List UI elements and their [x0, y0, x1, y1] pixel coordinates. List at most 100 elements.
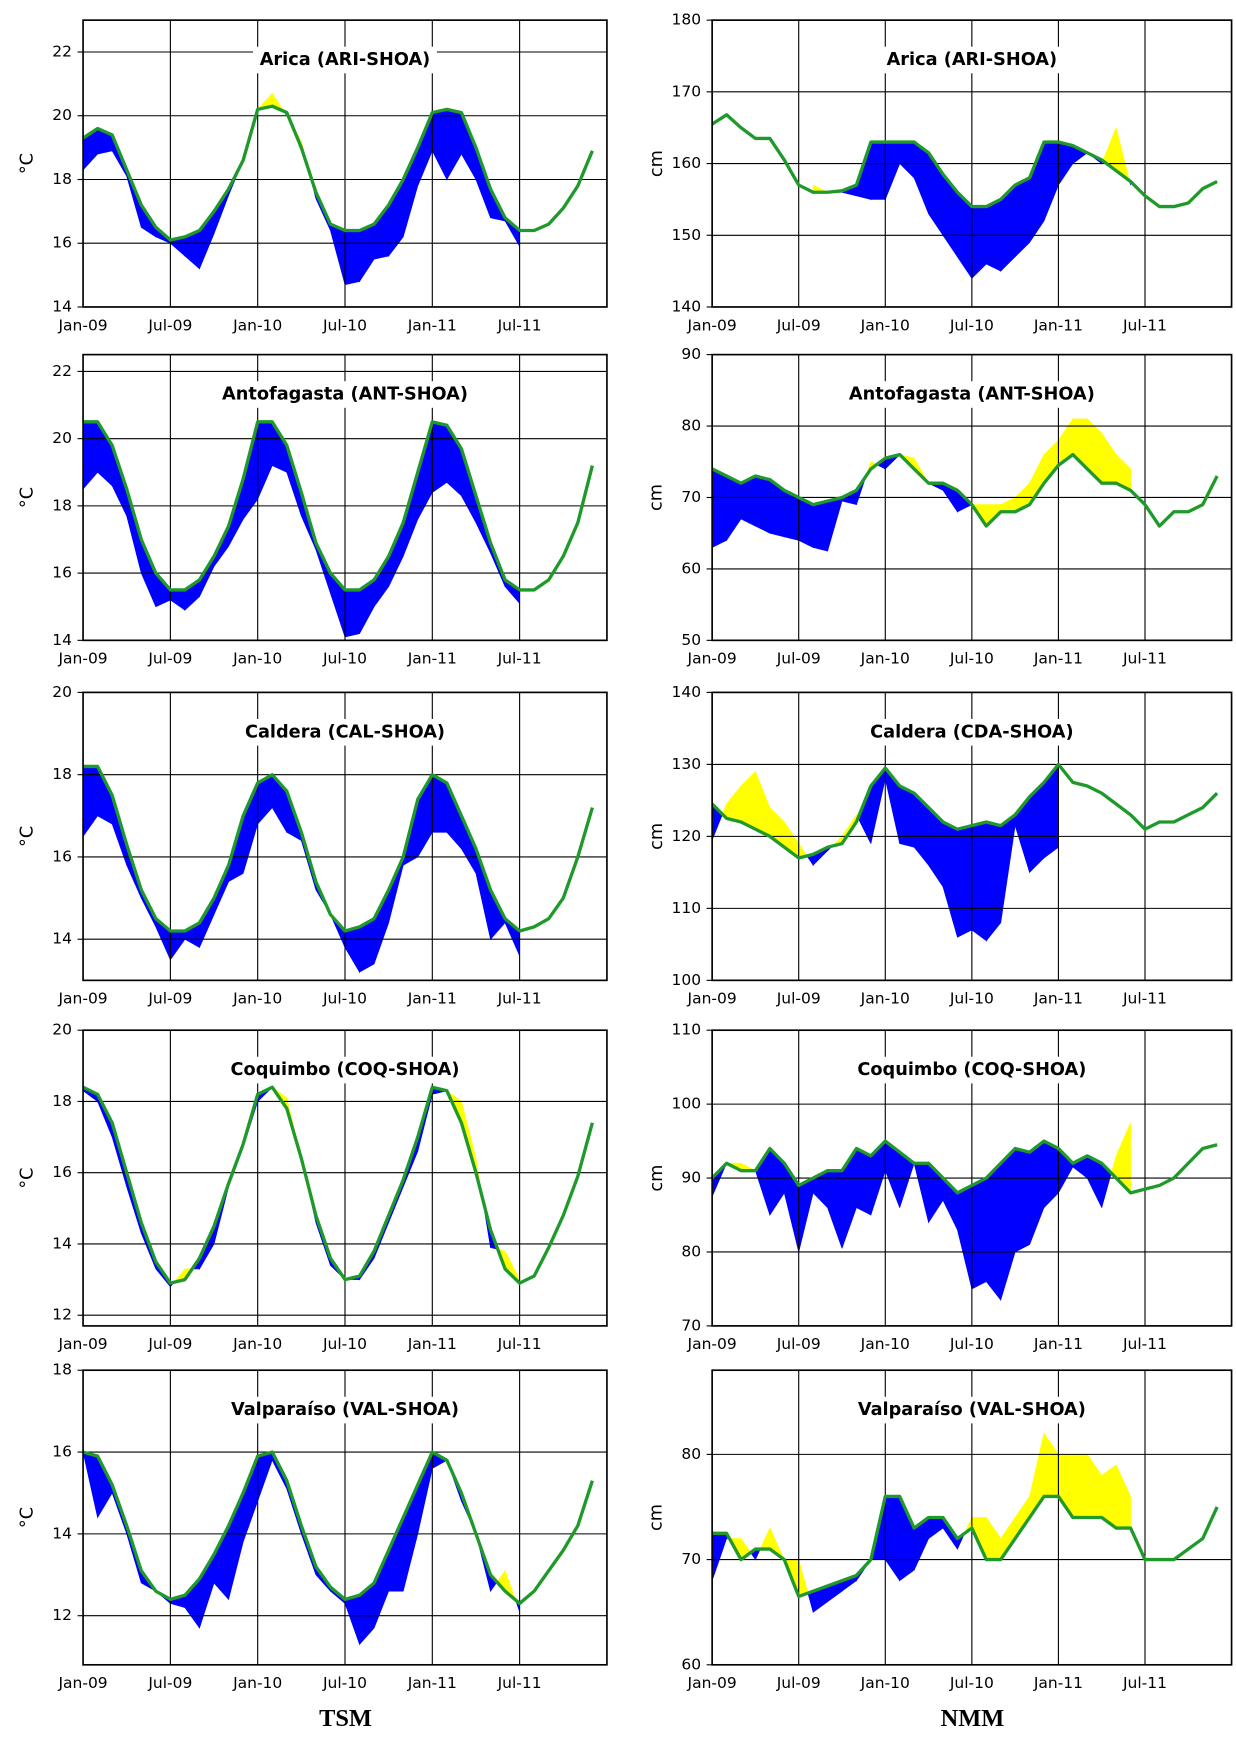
x-tick-label: Jul-10 [322, 990, 367, 1008]
chart-title: Antofagasta (ANT-SHOA) [849, 384, 1095, 404]
x-tick-label: Jan-10 [860, 990, 910, 1008]
chart-title: Coquimbo (COQ-SHOA) [231, 1060, 460, 1080]
plot-frame [82, 19, 608, 308]
y-tick-label: 14 [52, 1234, 72, 1252]
anomaly-area [1072, 1454, 1088, 1518]
title-background [879, 46, 1064, 74]
x-tick-label: Jan-09 [57, 650, 107, 668]
y-tick-label: 18 [52, 496, 72, 514]
x-tick-label: Jan-11 [1033, 316, 1083, 334]
anomaly-area [812, 500, 828, 552]
climatology-line [82, 1085, 594, 1285]
y-tick-label: 100 [671, 1095, 701, 1113]
plot-frame [711, 19, 1233, 308]
y-tick-label: 20 [52, 106, 72, 124]
x-tick-label: Jul-09 [147, 1674, 192, 1692]
climatology-line [83, 764, 594, 933]
y-tick-label: 140 [671, 683, 701, 701]
y-tick-label: 16 [52, 1163, 72, 1181]
y-tick-label: 60 [681, 1655, 701, 1673]
anomaly-area [431, 421, 448, 494]
y-tick-label: 80 [681, 1445, 701, 1463]
title-background [863, 718, 1081, 746]
y-axis-label: cm [647, 1165, 667, 1192]
y-tick-label: 16 [52, 564, 72, 582]
y-tick-label: 70 [681, 1550, 701, 1568]
chart-title: Caldera (CAL-SHOA) [245, 722, 445, 742]
x-tick-label: Jul-11 [1122, 1674, 1167, 1692]
plot-frame [711, 1369, 1233, 1666]
chart-title: Arica (ARI-SHOA) [887, 50, 1058, 70]
climatology-line [712, 1494, 1219, 1599]
chart-title: Antofagasta (ANT-SHOA) [222, 384, 468, 404]
x-tick-label: Jul-09 [776, 650, 821, 668]
y-tick-label: 16 [52, 847, 72, 865]
y-tick-label: 120 [671, 827, 701, 845]
y-tick-label: 100 [671, 971, 701, 989]
x-tick-label: Jan-10 [232, 990, 282, 1008]
x-tick-label: Jan-09 [687, 1335, 737, 1353]
x-tick-label: Jul-10 [949, 316, 994, 334]
y-tick-label: 14 [52, 297, 72, 315]
anomaly-area [755, 475, 771, 534]
x-tick-label: Jul-11 [497, 990, 542, 1008]
title-background [851, 1396, 1093, 1424]
y-tick-label: 18 [52, 170, 72, 188]
climatology-line [82, 1450, 594, 1606]
x-tick-label: Jul-11 [497, 1674, 542, 1692]
title-background [223, 1056, 467, 1084]
x-tick-label: Jan-10 [232, 316, 282, 334]
y-tick-label: 180 [671, 11, 701, 29]
y-axis-label: °C [18, 487, 38, 508]
x-tick-label: Jul-11 [1122, 316, 1167, 334]
x-tick-label: Jul-10 [322, 1674, 367, 1692]
anomaly-area [344, 230, 360, 286]
x-tick-label: Jul-10 [949, 1335, 994, 1353]
x-tick-label: Jan-11 [1033, 650, 1083, 668]
y-tick-label: 18 [52, 1361, 72, 1379]
x-tick-label: Jul-09 [776, 1674, 821, 1692]
y-tick-label: 110 [671, 1021, 701, 1039]
x-tick-label: Jan-11 [407, 650, 457, 668]
y-tick-label: 110 [671, 899, 701, 917]
anomaly-area [1014, 177, 1030, 258]
chart-title: Arica (ARI-SHOA) [260, 50, 431, 70]
y-tick-label: 12 [52, 1606, 72, 1624]
x-tick-label: Jan-10 [860, 316, 910, 334]
x-tick-label: Jan-11 [1033, 1335, 1083, 1353]
anomaly-area [870, 141, 886, 200]
y-tick-label: 16 [52, 234, 72, 252]
x-tick-label: Jul-10 [949, 1674, 994, 1692]
x-tick-label: Jul-11 [1122, 1335, 1167, 1353]
climatology-line [710, 1139, 1218, 1195]
title-background [253, 46, 437, 74]
x-tick-label: Jan-11 [1033, 1674, 1083, 1692]
y-tick-label: 130 [671, 755, 701, 773]
x-tick-label: Jan-10 [232, 1335, 282, 1353]
column-label: TSM [319, 1705, 372, 1732]
x-tick-label: Jul-09 [776, 316, 821, 334]
x-tick-label: Jan-09 [57, 1335, 107, 1353]
title-background [850, 1056, 1093, 1084]
y-tick-label: 50 [681, 631, 701, 649]
y-tick-label: 22 [52, 362, 72, 380]
x-tick-label: Jul-11 [497, 316, 542, 334]
anomaly-area [971, 821, 987, 942]
chart-title: Valparaíso (VAL-SHOA) [858, 1400, 1086, 1420]
plot-frame [711, 691, 1233, 982]
anomaly-area [985, 821, 1002, 942]
x-tick-label: Jul-10 [949, 990, 994, 1008]
title-background [842, 381, 1102, 408]
x-tick-label: Jan-09 [57, 1674, 107, 1692]
plot-frame [711, 1029, 1233, 1327]
climatology-line [83, 420, 594, 592]
y-tick-label: 14 [52, 631, 72, 649]
title-background [238, 718, 452, 746]
y-axis-label: cm [647, 823, 667, 850]
anomaly-area [856, 1147, 872, 1216]
y-tick-label: 12 [52, 1306, 72, 1324]
anomaly-area [711, 468, 727, 549]
y-axis-label: °C [18, 826, 38, 847]
climatology-line [711, 113, 1218, 209]
anomaly-area [985, 1162, 1002, 1301]
